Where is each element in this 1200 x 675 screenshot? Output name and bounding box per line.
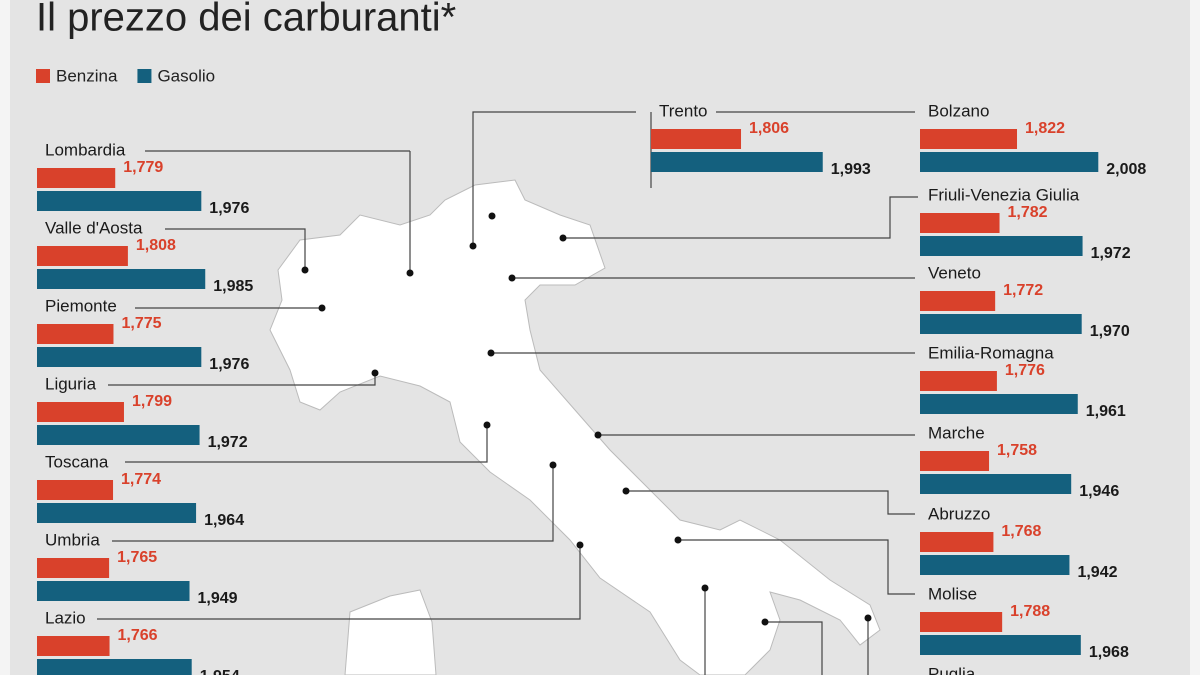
- legend-label: Gasolio: [157, 66, 215, 85]
- region-label: Valle d'Aosta: [45, 218, 143, 237]
- region-label: Emilia-Romagna: [928, 343, 1054, 362]
- value-label: 1,775: [121, 315, 161, 332]
- gasolio-bar: [37, 425, 200, 445]
- sardinia: [344, 589, 437, 675]
- benzina-bar: [37, 246, 128, 266]
- gasolio-bar: [37, 269, 206, 289]
- legend-label: Benzina: [56, 66, 118, 85]
- region-label: Lombardia: [45, 140, 126, 159]
- gasolio-bar: [651, 152, 823, 172]
- value-label: 1,774: [121, 471, 161, 488]
- gasolio-bar: [37, 503, 197, 523]
- region-label: Toscana: [45, 452, 109, 471]
- gasolio-bar: [920, 314, 1082, 334]
- legend-swatch: [137, 69, 152, 83]
- leader-line: [626, 490, 915, 515]
- gasolio-bar: [37, 191, 202, 211]
- gasolio-bar: [920, 152, 1099, 172]
- leader-line: [125, 425, 488, 463]
- region-label: Molise: [928, 584, 977, 603]
- value-label: 1,964: [204, 512, 244, 529]
- region-label: Puglia: [928, 664, 976, 675]
- gasolio-bar: [920, 474, 1072, 494]
- value-label: 1,765: [117, 549, 157, 566]
- value-label: 1,954: [200, 668, 240, 675]
- chart-title: Il prezzo dei carburanti*: [36, 0, 456, 40]
- italy-mainland: [269, 179, 881, 675]
- leader-line: [472, 111, 636, 246]
- value-label: 1,972: [1091, 245, 1131, 262]
- benzina-bar: [920, 129, 1018, 149]
- leader-line: [563, 196, 918, 239]
- region-label: Trento: [659, 101, 708, 120]
- gasolio-bar: [920, 635, 1081, 655]
- value-label: 1,976: [209, 356, 249, 373]
- benzina-bar: [37, 324, 114, 344]
- benzina-bar: [920, 371, 997, 391]
- benzina-bar: [37, 168, 116, 188]
- benzina-bar: [920, 451, 990, 471]
- value-label: 1,976: [209, 200, 249, 217]
- value-label: 1,970: [1090, 323, 1130, 340]
- benzina-bar: [920, 532, 994, 552]
- value-label: 1,766: [118, 627, 158, 644]
- gasolio-bar: [920, 236, 1083, 256]
- value-label: 1,806: [749, 120, 789, 137]
- value-label: 1,788: [1010, 603, 1050, 620]
- value-label: 1,779: [123, 159, 163, 176]
- value-label: 1,776: [1005, 362, 1045, 379]
- region-label: Veneto: [928, 263, 981, 282]
- benzina-bar: [920, 213, 1000, 233]
- benzina-bar: [651, 129, 742, 149]
- value-label: 1,946: [1079, 483, 1119, 500]
- gasolio-bar: [920, 555, 1070, 575]
- value-label: 1,772: [1003, 282, 1043, 299]
- leader-line: [678, 539, 915, 595]
- map: [97, 111, 918, 675]
- value-label: 1,949: [198, 590, 238, 607]
- leader-line: [108, 373, 376, 386]
- value-label: 1,942: [1077, 564, 1117, 581]
- benzina-bar: [37, 636, 110, 656]
- benzina-bar: [920, 291, 996, 311]
- region-label: Friuli-Venezia Giulia: [928, 185, 1080, 204]
- benzina-bar: [37, 480, 114, 500]
- benzina-bar: [37, 402, 124, 422]
- value-label: 1,993: [831, 161, 871, 178]
- region-label: Umbria: [45, 530, 100, 549]
- benzina-bar: [920, 612, 1003, 632]
- gasolio-bar: [37, 347, 202, 367]
- value-label: 1,758: [997, 442, 1037, 459]
- region-label: Marche: [928, 423, 985, 442]
- leader-line: [112, 465, 554, 542]
- legend-swatch: [36, 69, 50, 83]
- value-label: 1,822: [1025, 120, 1065, 137]
- region-label: Liguria: [45, 374, 97, 393]
- benzina-bar: [37, 558, 110, 578]
- region-label: Lazio: [45, 608, 86, 627]
- value-label: 1,972: [208, 434, 248, 451]
- value-label: 1,768: [1001, 523, 1041, 540]
- region-label: Piemonte: [45, 296, 117, 315]
- gasolio-bar: [37, 659, 192, 675]
- gasolio-bar: [37, 581, 190, 601]
- value-label: 2,008: [1106, 161, 1146, 178]
- region-label: Abruzzo: [928, 504, 990, 523]
- region-dots: [301, 212, 872, 626]
- leader-line: [165, 228, 306, 270]
- value-label: 1,782: [1008, 204, 1048, 221]
- gasolio-bar: [920, 394, 1078, 414]
- value-label: 1,808: [136, 237, 176, 254]
- region-label: Bolzano: [928, 101, 989, 120]
- value-label: 1,985: [213, 278, 253, 295]
- leader-line: [765, 621, 823, 675]
- value-label: 1,961: [1086, 403, 1126, 420]
- value-label: 1,799: [132, 393, 172, 410]
- leader-line: [97, 545, 581, 620]
- value-label: 1,968: [1089, 644, 1129, 661]
